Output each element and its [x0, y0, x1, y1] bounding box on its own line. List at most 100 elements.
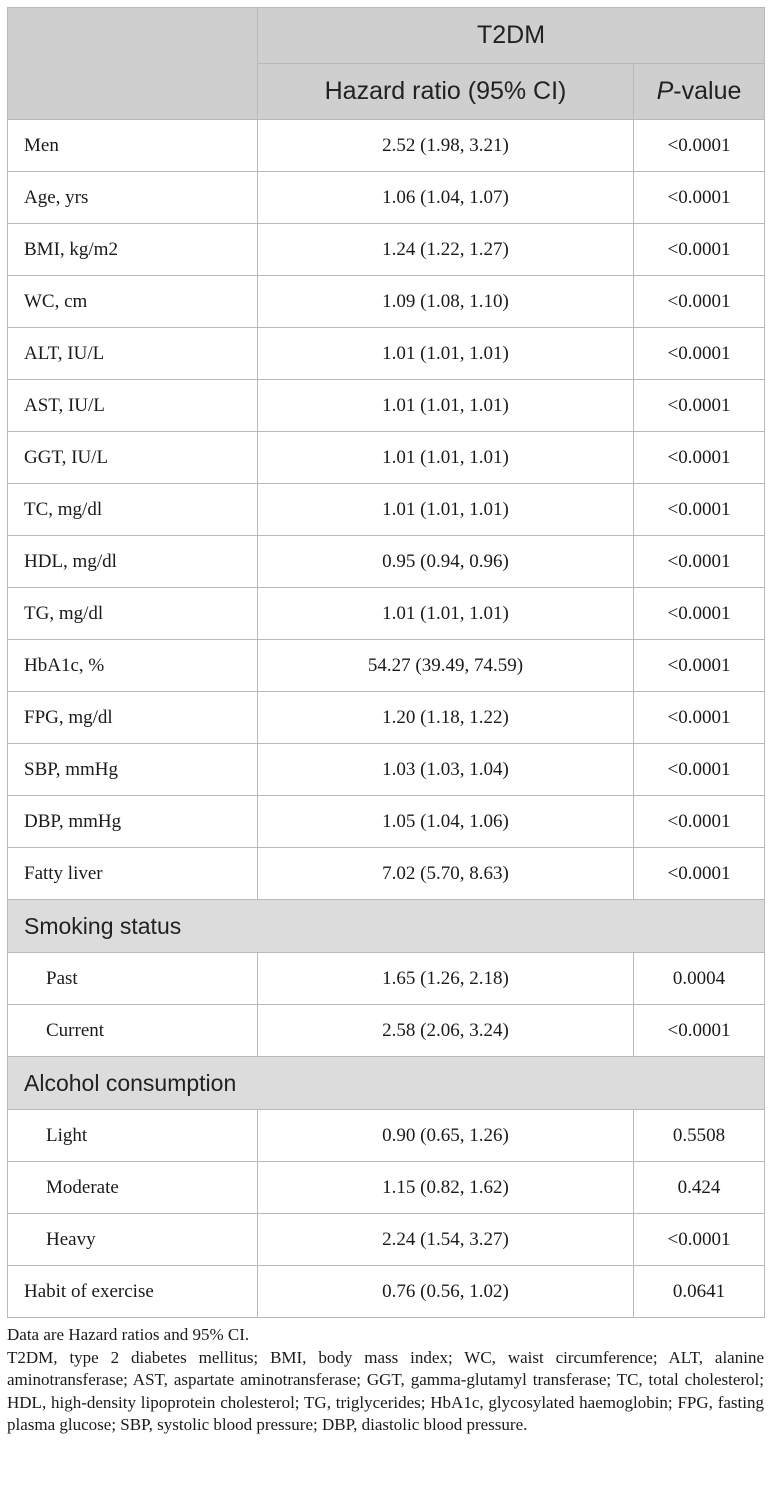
section-header-alcohol: Alcohol consumption	[7, 1056, 765, 1110]
hazard-ratio-value: 1.01 (1.01, 1.01)	[257, 379, 634, 432]
table-row: GGT, IU/L 1.01 (1.01, 1.01) <0.0001	[7, 431, 765, 484]
row-label: WC, cm	[7, 275, 258, 328]
header-blank-cell	[7, 7, 258, 120]
row-label: Heavy	[7, 1213, 258, 1266]
table-row: Habit of exercise 0.76 (0.56, 1.02) 0.0641	[7, 1265, 765, 1318]
p-value: <0.0001	[633, 691, 765, 744]
table-row: ALT, IU/L 1.01 (1.01, 1.01) <0.0001	[7, 327, 765, 380]
p-value: <0.0001	[633, 639, 765, 692]
hazard-ratio-value: 1.06 (1.04, 1.07)	[257, 171, 634, 224]
row-label: Moderate	[7, 1161, 258, 1214]
p-value: <0.0001	[633, 223, 765, 276]
p-value: <0.0001	[633, 847, 765, 900]
hazard-ratio-value: 1.03 (1.03, 1.04)	[257, 743, 634, 796]
section-label: Smoking status	[7, 899, 765, 953]
hazard-ratio-value: 1.65 (1.26, 2.18)	[257, 952, 634, 1005]
table-row: Past 1.65 (1.26, 2.18) 0.0004	[7, 952, 765, 1005]
row-label: HDL, mg/dl	[7, 535, 258, 588]
table-row: HbA1c, % 54.27 (39.49, 74.59) <0.0001	[7, 639, 765, 692]
p-value: <0.0001	[633, 171, 765, 224]
p-value: <0.0001	[633, 587, 765, 640]
row-label: FPG, mg/dl	[7, 691, 258, 744]
p-value: <0.0001	[633, 1004, 765, 1057]
p-value: <0.0001	[633, 119, 765, 172]
hazard-ratio-value: 1.01 (1.01, 1.01)	[257, 431, 634, 484]
p-value: <0.0001	[633, 1213, 765, 1266]
table-header: T2DM Hazard ratio (95% CI) P-value	[7, 7, 765, 120]
row-label: DBP, mmHg	[7, 795, 258, 848]
hazard-ratio-value: 2.58 (2.06, 3.24)	[257, 1004, 634, 1057]
p-value: <0.0001	[633, 483, 765, 536]
table-row: WC, cm 1.09 (1.08, 1.10) <0.0001	[7, 275, 765, 328]
hazard-ratio-value: 1.01 (1.01, 1.01)	[257, 587, 634, 640]
hazard-ratio-value: 1.09 (1.08, 1.10)	[257, 275, 634, 328]
row-label: Habit of exercise	[7, 1265, 258, 1318]
hazard-ratio-value: 1.24 (1.22, 1.27)	[257, 223, 634, 276]
hazard-ratio-value: 0.76 (0.56, 1.02)	[257, 1265, 634, 1318]
row-label: Men	[7, 119, 258, 172]
table-row: Heavy 2.24 (1.54, 3.27) <0.0001	[7, 1213, 765, 1266]
p-value: 0.424	[633, 1161, 765, 1214]
section-header-smoking: Smoking status	[7, 899, 765, 953]
hazard-ratio-value: 1.20 (1.18, 1.22)	[257, 691, 634, 744]
hazard-ratio-value: 2.24 (1.54, 3.27)	[257, 1213, 634, 1266]
table-row: BMI, kg/m2 1.24 (1.22, 1.27) <0.0001	[7, 223, 765, 276]
hazard-ratio-value: 54.27 (39.49, 74.59)	[257, 639, 634, 692]
p-value: 0.0641	[633, 1265, 765, 1318]
table-row: FPG, mg/dl 1.20 (1.18, 1.22) <0.0001	[7, 691, 765, 744]
table-row: Moderate 1.15 (0.82, 1.62) 0.424	[7, 1161, 765, 1214]
row-label: SBP, mmHg	[7, 743, 258, 796]
p-value: <0.0001	[633, 795, 765, 848]
p-value: <0.0001	[633, 535, 765, 588]
footnote-data-description: Data are Hazard ratios and 95% CI.	[7, 1325, 250, 1344]
table-footnotes: Data are Hazard ratios and 95% CI. T2DM,…	[7, 1324, 764, 1437]
p-value: <0.0001	[633, 431, 765, 484]
footnote-abbreviations: T2DM, type 2 diabetes mellitus; BMI, bod…	[7, 1347, 764, 1435]
header-p-rest: -value	[673, 77, 742, 105]
row-label: TG, mg/dl	[7, 587, 258, 640]
section-label: Alcohol consumption	[7, 1056, 765, 1110]
hazard-ratio-value: 2.52 (1.98, 3.21)	[257, 119, 634, 172]
table-row: HDL, mg/dl 0.95 (0.94, 0.96) <0.0001	[7, 535, 765, 588]
hazard-ratio-table: T2DM Hazard ratio (95% CI) P-value Men 2.…	[7, 7, 765, 1318]
row-label: Current	[7, 1004, 258, 1057]
hazard-ratio-table-container: T2DM Hazard ratio (95% CI) P-value Men 2.…	[7, 7, 765, 1318]
hazard-ratio-value: 1.01 (1.01, 1.01)	[257, 483, 634, 536]
row-label: Past	[7, 952, 258, 1005]
row-label: Fatty liver	[7, 847, 258, 900]
table-row: AST, IU/L 1.01 (1.01, 1.01) <0.0001	[7, 379, 765, 432]
hazard-ratio-value: 0.90 (0.65, 1.26)	[257, 1109, 634, 1162]
header-row-columns: Hazard ratio (95% CI) P-value	[8, 63, 765, 120]
p-value: 0.0004	[633, 952, 765, 1005]
p-value: <0.0001	[633, 275, 765, 328]
header-p-italic: P	[656, 77, 674, 105]
table-row: Fatty liver 7.02 (5.70, 8.63) <0.0001	[7, 847, 765, 900]
table-row: TG, mg/dl 1.01 (1.01, 1.01) <0.0001	[7, 587, 765, 640]
table-row: Light 0.90 (0.65, 1.26) 0.5508	[7, 1109, 765, 1162]
table-body: Men 2.52 (1.98, 3.21) <0.0001 Age, yrs 1.06 …	[7, 119, 765, 1318]
row-label: GGT, IU/L	[7, 431, 258, 484]
row-label: TC, mg/dl	[7, 483, 258, 536]
table-row: DBP, mmHg 1.05 (1.04, 1.06) <0.0001	[7, 795, 765, 848]
row-label: ALT, IU/L	[7, 327, 258, 380]
row-label: BMI, kg/m2	[7, 223, 258, 276]
hazard-ratio-value: 7.02 (5.70, 8.63)	[257, 847, 634, 900]
p-value: <0.0001	[633, 743, 765, 796]
header-p-value: P-value	[633, 63, 765, 120]
header-hazard-ratio: Hazard ratio (95% CI)	[257, 63, 634, 120]
header-group-label: T2DM	[257, 7, 765, 64]
p-value: <0.0001	[633, 327, 765, 380]
row-label: HbA1c, %	[7, 639, 258, 692]
hazard-ratio-value: 1.15 (0.82, 1.62)	[257, 1161, 634, 1214]
row-label: Age, yrs	[7, 171, 258, 224]
table-row: Age, yrs 1.06 (1.04, 1.07) <0.0001	[7, 171, 765, 224]
table-row: TC, mg/dl 1.01 (1.01, 1.01) <0.0001	[7, 483, 765, 536]
row-label: AST, IU/L	[7, 379, 258, 432]
p-value: 0.5508	[633, 1109, 765, 1162]
hazard-ratio-value: 0.95 (0.94, 0.96)	[257, 535, 634, 588]
hazard-ratio-value: 1.05 (1.04, 1.06)	[257, 795, 634, 848]
p-value: <0.0001	[633, 379, 765, 432]
hazard-ratio-value: 1.01 (1.01, 1.01)	[257, 327, 634, 380]
table-row: SBP, mmHg 1.03 (1.03, 1.04) <0.0001	[7, 743, 765, 796]
table-row: Men 2.52 (1.98, 3.21) <0.0001	[7, 119, 765, 172]
